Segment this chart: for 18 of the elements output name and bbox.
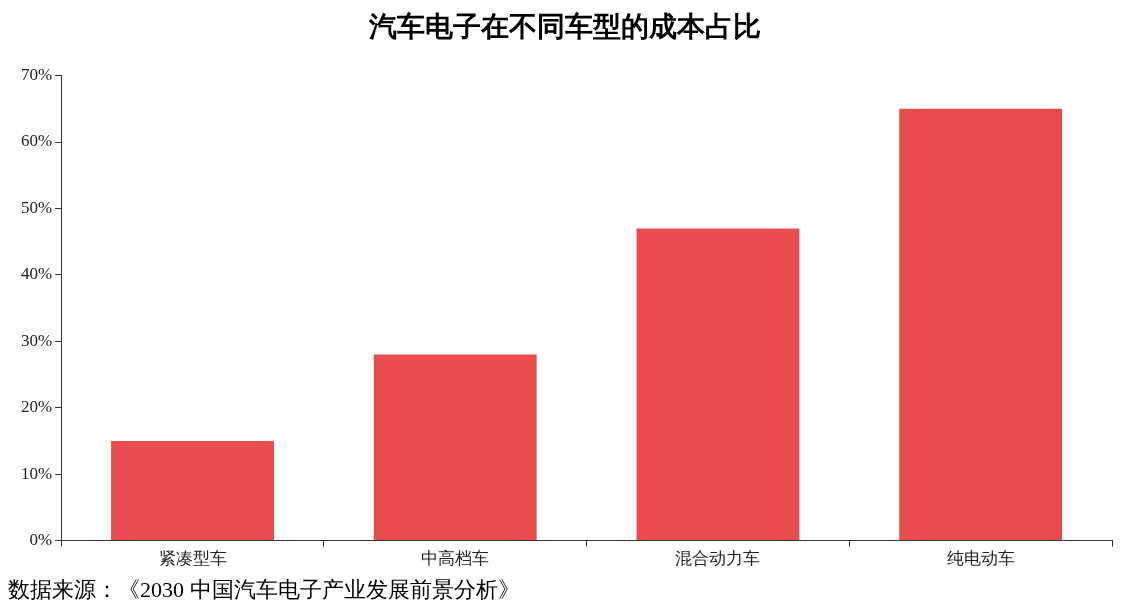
- y-tick-label: 30%: [20, 330, 53, 350]
- source-note: 数据来源：《2030 中国汽车电子产业发展前景分析》: [8, 576, 521, 604]
- bar: [636, 228, 800, 541]
- bar: [373, 354, 537, 541]
- y-tick-label: 0%: [29, 530, 53, 550]
- x-tick-label: 紧凑型车: [158, 549, 227, 569]
- x-tick-label: 纯电动车: [946, 549, 1015, 569]
- y-tick-label: 20%: [20, 397, 53, 417]
- bar: [111, 440, 274, 541]
- bar: [899, 108, 1063, 541]
- y-tick-label: 70%: [20, 65, 53, 85]
- x-tick-label: 混合动力车: [675, 549, 761, 569]
- y-tick-label: 60%: [20, 131, 53, 151]
- chart-title: 汽车电子在不同车型的成本占比: [368, 11, 761, 43]
- y-tick-label: 10%: [20, 463, 53, 483]
- y-tick-label: 40%: [20, 264, 53, 284]
- y-tick-label: 50%: [20, 197, 53, 217]
- x-tick-label: 中高档车: [421, 549, 490, 569]
